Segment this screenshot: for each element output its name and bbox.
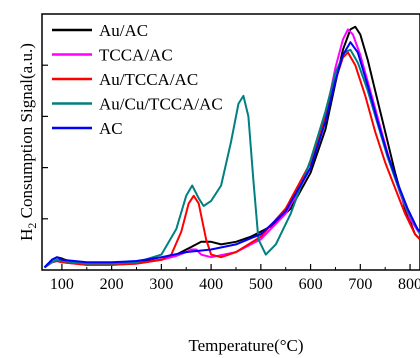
series-line-4 xyxy=(43,41,420,269)
x-tick-label: 200 xyxy=(100,276,124,293)
x-tick-label: 500 xyxy=(249,276,273,293)
y-axis-label-sub: 2 xyxy=(25,223,39,229)
x-axis-ticks: 100 200 300 400 500 600 700 800 xyxy=(50,264,420,293)
series-line-1 xyxy=(43,28,420,269)
series-line-3 xyxy=(43,48,420,269)
x-axis-label-text: Temperature(°C) xyxy=(188,336,303,355)
legend: Au/AC TCCA/AC Au/TCCA/AC Au/Cu/TCCA/AC AC xyxy=(52,21,223,138)
x-tick-label: 700 xyxy=(348,276,372,293)
y-axis-label-rest: Consumption Signal(a.u.) xyxy=(17,43,36,222)
legend-label: AC xyxy=(99,119,123,138)
plot-frame xyxy=(41,13,420,271)
y-axis-ticks xyxy=(42,64,48,220)
series-line-2 xyxy=(43,51,420,269)
y-axis-label-main: H xyxy=(17,229,36,241)
legend-label: Au/Cu/TCCA/AC xyxy=(99,95,223,114)
legend-label: TCCA/AC xyxy=(99,46,173,65)
x-tick-label: 300 xyxy=(149,276,173,293)
x-tick-label: 800 xyxy=(398,276,420,293)
x-tick-label: 600 xyxy=(299,276,323,293)
legend-label: Au/AC xyxy=(99,21,148,40)
x-tick-label: 100 xyxy=(50,276,74,293)
y-axis-label: H2 Consumption Signal(a.u.) xyxy=(17,43,39,241)
series-lines xyxy=(43,25,420,269)
x-tick-label: 400 xyxy=(199,276,223,293)
x-axis-label: Temperature(°C) xyxy=(188,336,303,355)
legend-label: Au/TCCA/AC xyxy=(99,70,198,89)
